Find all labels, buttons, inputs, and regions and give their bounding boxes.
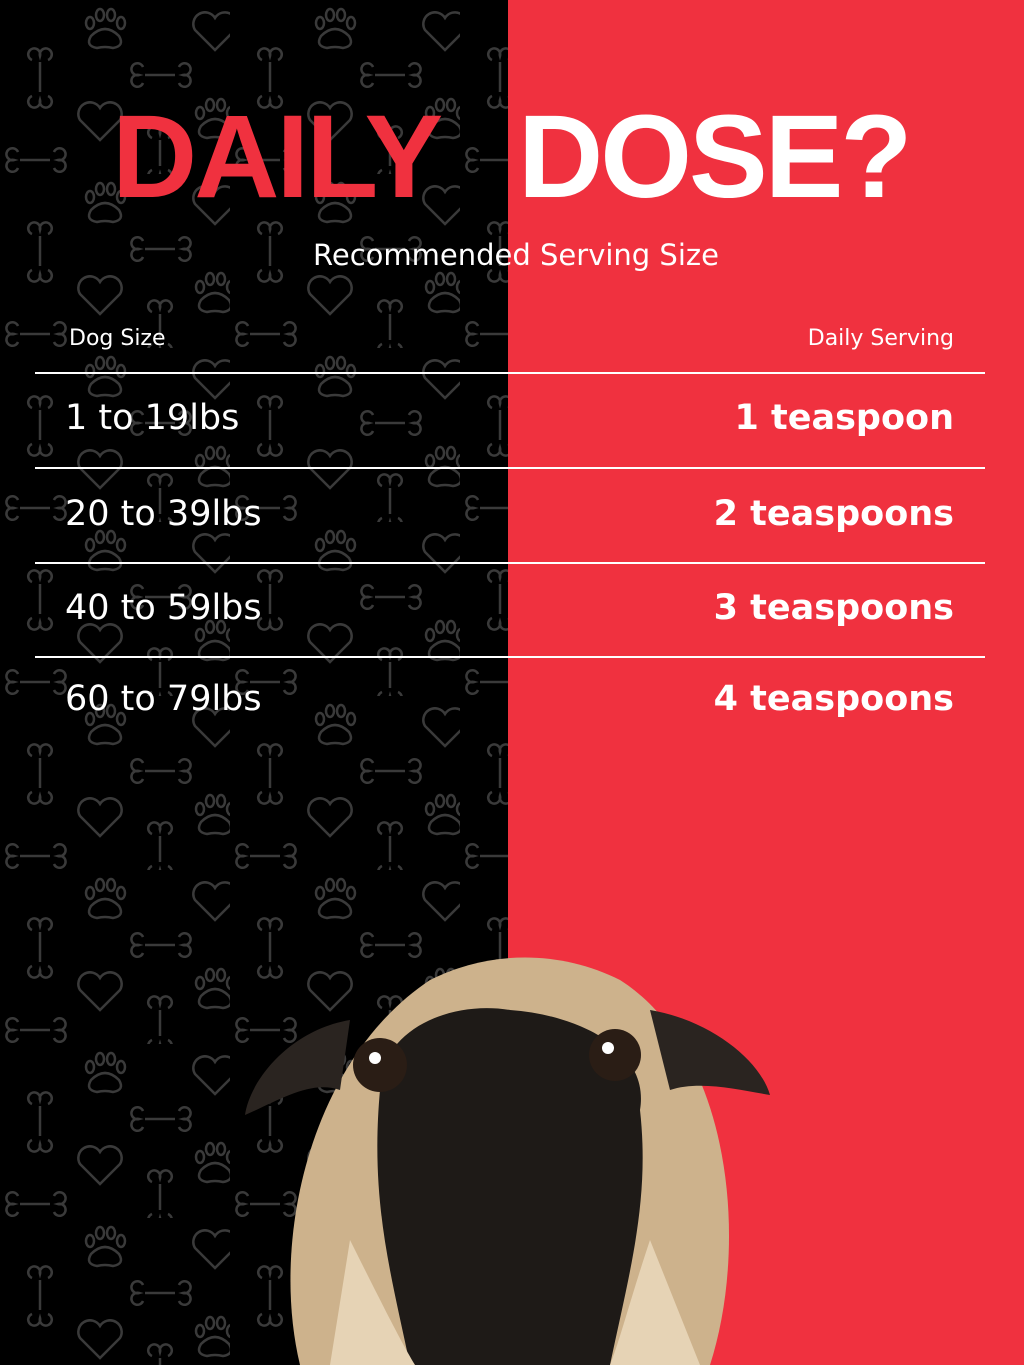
pug-photo xyxy=(245,957,770,1365)
divider xyxy=(35,562,985,564)
table-row: 1 to 19lbs 1 teaspoon xyxy=(0,398,1024,458)
table-row: 60 to 79lbs 4 teaspoons xyxy=(0,679,1024,739)
serving: 4 teaspoons xyxy=(713,679,954,719)
dog-size: 40 to 59lbs xyxy=(65,588,262,628)
page-title: DAILY DOSE? xyxy=(0,92,1024,222)
serving: 1 teaspoon xyxy=(734,398,954,438)
header-daily-serving: Daily Serving xyxy=(807,326,954,351)
table-row: 20 to 39lbs 2 teaspoons xyxy=(0,494,1024,554)
subtitle: Recommended Serving Size xyxy=(313,238,719,272)
divider xyxy=(35,467,985,469)
title-daily: DAILY xyxy=(112,91,443,223)
divider xyxy=(35,372,985,374)
serving: 2 teaspoons xyxy=(713,494,954,534)
dog-size: 60 to 79lbs xyxy=(65,679,262,719)
header-dog-size: Dog Size xyxy=(69,326,166,351)
dog-size: 20 to 39lbs xyxy=(65,494,262,534)
table-row: 40 to 59lbs 3 teaspoons xyxy=(0,588,1024,648)
dog-size: 1 to 19lbs xyxy=(65,398,240,438)
divider xyxy=(35,656,985,658)
serving: 3 teaspoons xyxy=(713,588,954,628)
title-dose: DOSE? xyxy=(518,91,912,223)
